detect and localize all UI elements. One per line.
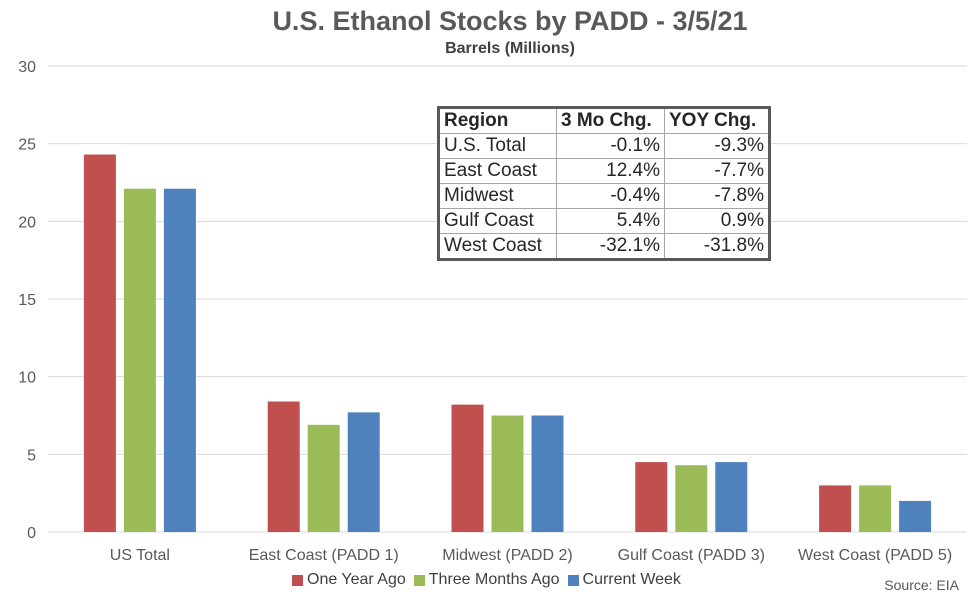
change-table: Region 3 Mo Chg. YOY Chg. U.S. Total -0.…	[437, 106, 771, 261]
bar	[899, 500, 932, 532]
y-tick-label: 30	[18, 59, 36, 76]
table-cell: West Coast	[438, 233, 557, 260]
table-cell: -7.8%	[664, 183, 770, 209]
legend-label: Three Months Ago	[428, 571, 560, 588]
bar	[635, 462, 668, 532]
legend-item: Current Week	[567, 571, 681, 589]
y-tick-label: 10	[18, 370, 36, 387]
table-cell: -32.1%	[556, 233, 665, 260]
x-tick-label: Gulf Coast (PADD 3)	[618, 547, 765, 564]
legend-swatch	[292, 574, 303, 586]
legend-swatch	[567, 574, 579, 586]
table-header-row: Region 3 Mo Chg. YOY Chg.	[438, 107, 770, 134]
table-cell: -31.8%	[664, 233, 770, 260]
y-tick-label: 20	[18, 214, 36, 231]
bar	[123, 188, 156, 533]
bar	[307, 424, 340, 532]
bar	[675, 465, 708, 532]
y-tick-label: 25	[18, 137, 36, 154]
table-header: YOY Chg.	[664, 107, 770, 134]
legend-item: Three Months Ago	[413, 571, 560, 589]
x-tick-label: West Coast (PADD 5)	[798, 547, 952, 564]
x-tick-label: East Coast (PADD 1)	[249, 547, 399, 564]
table-cell: 5.4%	[556, 208, 665, 234]
bar	[163, 188, 196, 533]
legend-label: One Year Ago	[307, 571, 406, 588]
x-tick-label: US Total	[110, 547, 170, 564]
table-cell: 0.9%	[664, 208, 770, 234]
table-row: West Coast -32.1% -31.8%	[438, 233, 770, 260]
table-cell: Midwest	[438, 183, 557, 209]
table-header: 3 Mo Chg.	[556, 107, 665, 134]
table-cell: -0.1%	[556, 133, 665, 159]
chart-title: U.S. Ethanol Stocks by PADD - 3/5/21	[272, 6, 748, 36]
bar	[83, 154, 116, 533]
table-row: Gulf Coast 5.4% 0.9%	[438, 208, 770, 234]
legend-swatch	[413, 574, 425, 586]
bar	[451, 404, 484, 532]
bar	[819, 485, 852, 532]
source-note: Source: EIA	[884, 577, 959, 593]
bar	[347, 412, 380, 532]
bar	[491, 415, 524, 532]
bar	[859, 485, 892, 532]
table-row: East Coast 12.4% -7.7%	[438, 158, 770, 184]
legend-label: Current Week	[582, 571, 681, 588]
table-cell: -7.7%	[664, 158, 770, 184]
table-cell: East Coast	[438, 158, 557, 184]
table-row: U.S. Total -0.1% -9.3%	[438, 133, 770, 159]
y-tick-label: 5	[27, 447, 36, 464]
bar	[531, 415, 564, 532]
legend: One Year Ago Three Months Ago Current We…	[292, 571, 681, 589]
table-cell: U.S. Total	[438, 133, 557, 159]
y-tick-label: 0	[27, 525, 36, 542]
bar	[267, 401, 300, 532]
y-tick-label: 15	[18, 292, 36, 309]
x-tick-label: Midwest (PADD 2)	[442, 547, 572, 564]
table-header: Region	[438, 107, 557, 134]
table-cell: -9.3%	[664, 133, 770, 159]
chart-subtitle: Barrels (Millions)	[445, 40, 575, 57]
table-cell: 12.4%	[556, 158, 665, 184]
table-row: Midwest -0.4% -7.8%	[438, 183, 770, 209]
legend-item: One Year Ago	[292, 571, 406, 589]
table-cell: -0.4%	[556, 183, 665, 209]
bar	[715, 462, 748, 532]
table-cell: Gulf Coast	[438, 208, 557, 234]
